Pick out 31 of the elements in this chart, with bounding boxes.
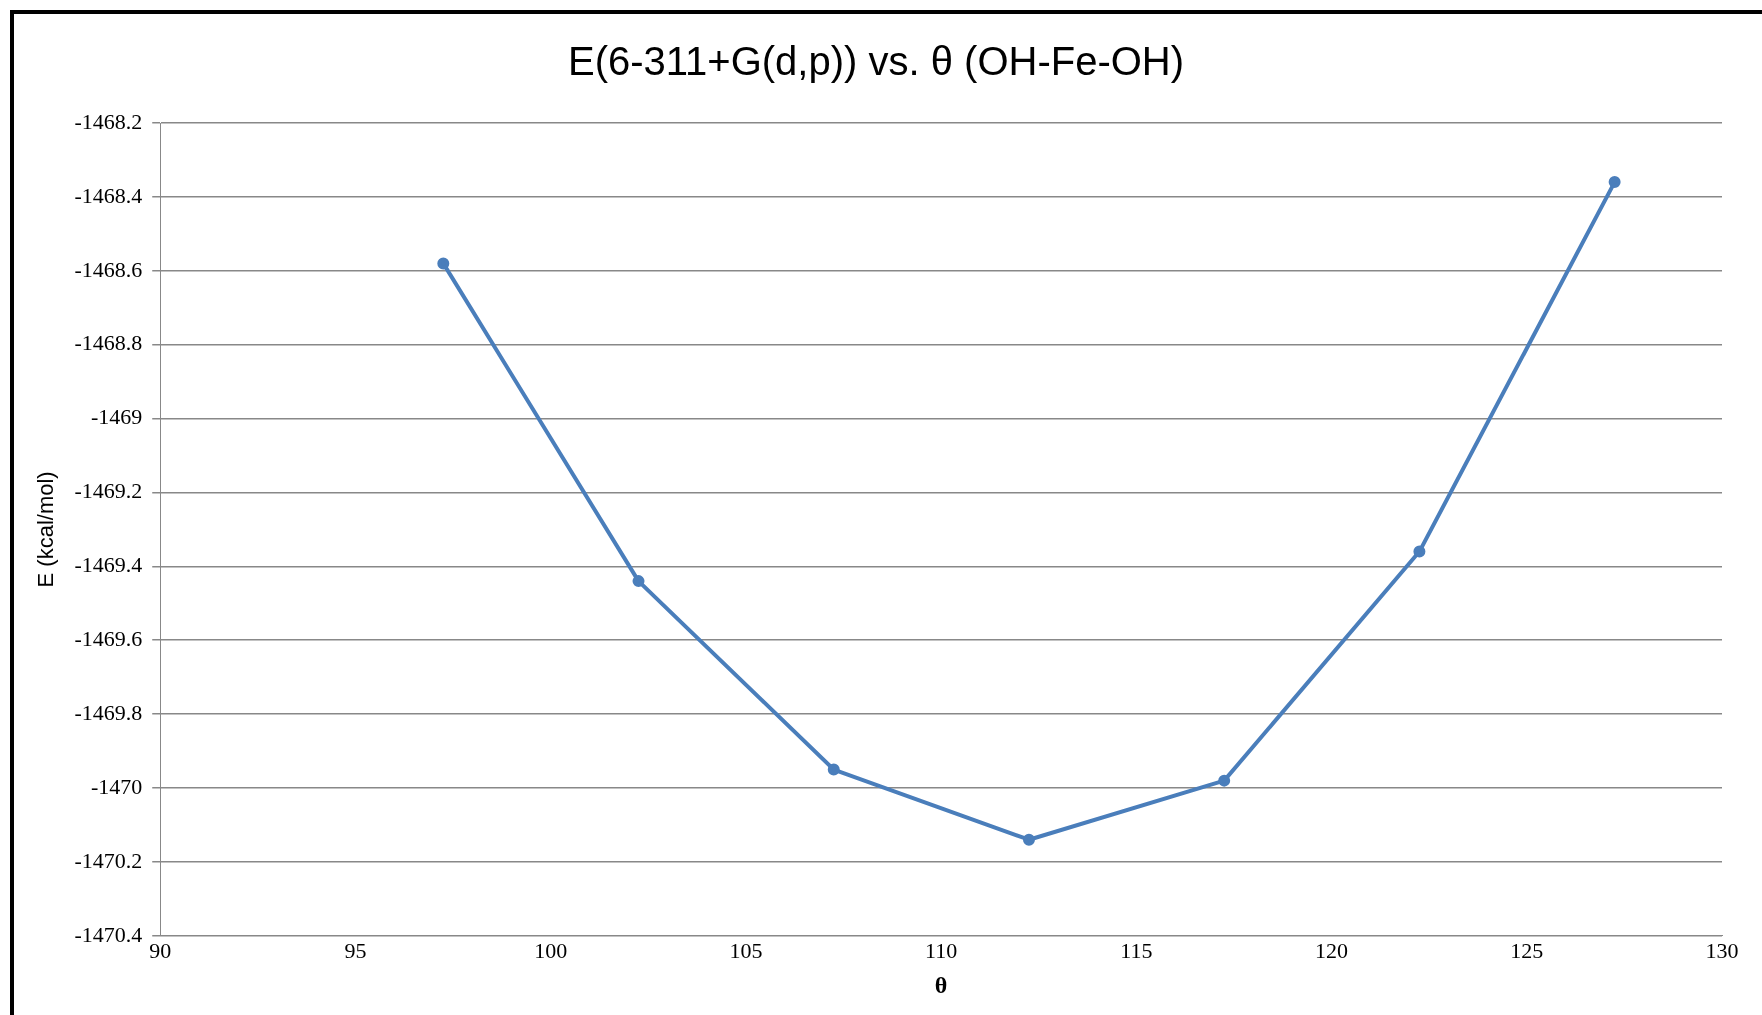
y-tick-label: -1469.2 — [74, 478, 143, 504]
y-tick-label: -1468.2 — [74, 108, 143, 134]
x-axis-title: θ — [934, 971, 948, 998]
y-tick-label: -1469.4 — [74, 552, 143, 578]
y-tick-label: -1469 — [90, 404, 143, 430]
x-tick-label: 125 — [1510, 937, 1544, 963]
x-tick-label: 115 — [1120, 937, 1153, 963]
point — [827, 763, 840, 776]
y-tick-label: -1470 — [90, 773, 143, 799]
y-tick-label: -1468.6 — [74, 256, 143, 282]
y-tick-label: -1470.4 — [74, 921, 143, 947]
y-tick-label: -1470.2 — [74, 847, 143, 873]
y-tick-label: -1468.4 — [74, 182, 143, 208]
y-axis-title: E (kcal/mol) — [33, 471, 59, 588]
x-tick-label: 105 — [729, 937, 763, 963]
point — [1022, 833, 1035, 846]
chart-title: E(6-311+G(d,p)) vs. θ (OH-Fe-OH) — [567, 39, 1185, 84]
x-tick-label: 120 — [1315, 937, 1349, 963]
x-tick-label: 130 — [1705, 937, 1739, 963]
x-tick-label: 90 — [149, 937, 172, 963]
y-tick-label: -1468.8 — [74, 330, 143, 356]
y-tick-label: -1469.6 — [74, 626, 143, 652]
point — [1218, 774, 1231, 787]
x-tick-label: 95 — [344, 937, 367, 963]
x-tick-label: 110 — [925, 937, 958, 963]
point — [1608, 176, 1621, 189]
point — [437, 257, 450, 270]
y-tick-label: -1469.8 — [74, 699, 143, 725]
point — [1413, 545, 1426, 558]
x-tick-label: 100 — [534, 937, 568, 963]
point — [632, 575, 645, 588]
